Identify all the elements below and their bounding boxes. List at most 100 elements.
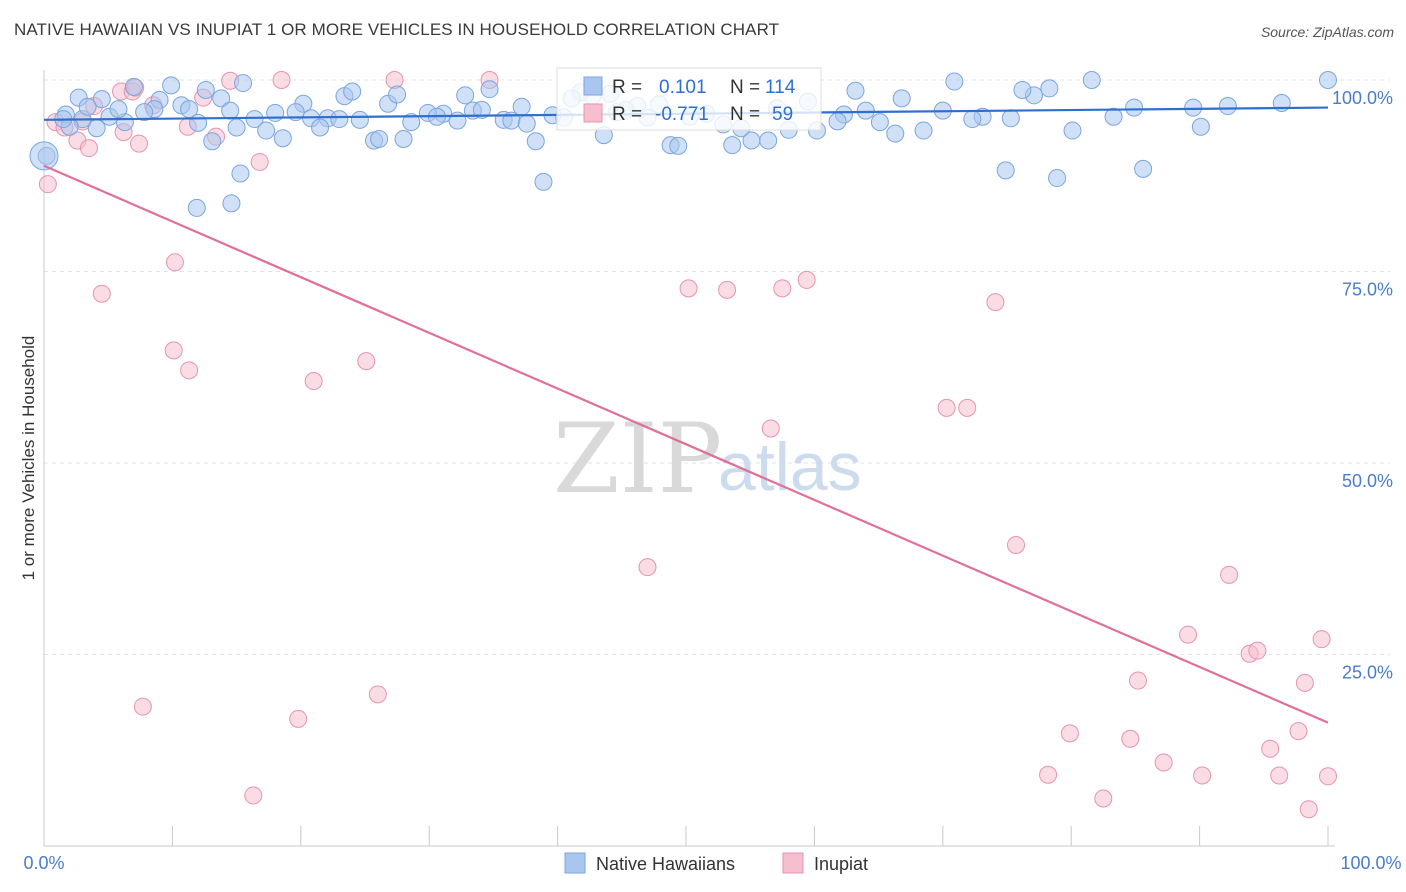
inupiat-point (180, 361, 199, 380)
inupiat-point (368, 685, 387, 704)
native-hawaiian-point (1218, 97, 1237, 116)
inupiat-point (272, 71, 291, 89)
native-hawaiian-point (189, 113, 208, 132)
stats-swatch-native-hawaiians (583, 76, 603, 96)
native-hawaiian-point (222, 194, 241, 213)
native-hawaiian-point (1319, 71, 1337, 89)
inupiat-point (250, 152, 269, 171)
inupiat-point (1121, 729, 1140, 748)
native-hawaiian-point (472, 100, 491, 119)
inupiat-point (133, 697, 152, 716)
inupiat-point (244, 786, 263, 805)
inupiat-point (1312, 630, 1331, 649)
legend-swatch-native-hawaiians (564, 852, 586, 874)
native-hawaiian-point (388, 85, 407, 104)
native-hawaiian-point (196, 80, 215, 99)
stats-r-value-hawaiian: 0.101 (659, 77, 707, 98)
x-tick-label-min: 0.0% (23, 853, 64, 873)
native-hawaiian-point (135, 103, 154, 122)
inupiat-point (638, 558, 657, 577)
native-hawaiian-point (870, 113, 889, 132)
legend-swatch-inupiat (782, 852, 804, 874)
native-hawaiian-point (234, 74, 253, 93)
y-tick-label: 100.0% (1332, 88, 1393, 108)
x-ticks (43, 826, 1329, 846)
native-hawaiian-point (221, 101, 240, 120)
inupiat-point (1319, 767, 1337, 786)
native-hawaiian-point (996, 161, 1015, 180)
inupiat-point (986, 293, 1005, 312)
inupiat-point (165, 253, 184, 272)
inupiat-point (304, 372, 323, 391)
watermark-zip: ZIP (553, 403, 722, 515)
inupiat-point (1261, 739, 1280, 758)
native-hawaiian-point (669, 136, 688, 155)
inupiat-point (679, 279, 698, 298)
y-tick-label: 50.0% (1342, 471, 1393, 491)
native-hawaiian-point (1082, 71, 1101, 89)
y-axis-label: 1 or more Vehicles in Household (19, 336, 38, 581)
native-hawaiian-point (914, 121, 933, 140)
native-hawaiian-point (109, 100, 128, 119)
y-tick-labels: 25.0% 50.0% 75.0% 100.0% (1332, 88, 1393, 683)
inupiat-point (1248, 641, 1267, 660)
inupiat-point (1006, 535, 1025, 554)
source-credit: Source: ZipAtlas.com (1260, 24, 1394, 40)
legend-label-inupiat: Inupiat (814, 854, 868, 874)
native-hawaiian-point (1048, 169, 1067, 188)
native-hawaiian-point (330, 110, 349, 129)
inupiat-point (130, 134, 149, 153)
native-hawaiian-point (162, 76, 181, 95)
native-hawaiian-point (227, 118, 246, 137)
y-tick-label: 75.0% (1342, 280, 1393, 300)
native-hawaiian-point (1191, 117, 1210, 136)
native-hawaiian-point (456, 86, 475, 105)
native-hawaiian-point (78, 97, 97, 116)
stats-n-label-inupiat: N = (730, 104, 760, 125)
native-hawaiian-point (448, 111, 467, 130)
inupiat-point (92, 284, 111, 303)
native-hawaiian-point (212, 89, 231, 108)
native-hawaiian-point (273, 129, 292, 148)
native-hawaiian-point (370, 129, 389, 148)
x-tick-label-max: 100.0% (1340, 853, 1401, 873)
inupiat-point (289, 709, 308, 728)
native-hawaiian-point (394, 129, 413, 148)
native-hawaiian-point (945, 72, 964, 91)
native-hawaiian-point (1040, 79, 1059, 98)
inupiat-point (761, 419, 780, 438)
axes (43, 70, 1335, 847)
native-hawaiian-point (1125, 98, 1144, 117)
inupiat-point (79, 139, 98, 158)
native-hawaiian-point (311, 118, 330, 137)
native-hawaiian-point (1001, 109, 1020, 128)
stats-n-value-inupiat: 59 (772, 104, 793, 125)
native-hawaiian-point (245, 110, 264, 129)
native-hawaiian-point (759, 131, 778, 150)
inupiat-point (958, 398, 977, 417)
stats-swatch-inupiat (583, 103, 603, 123)
stats-n-value-hawaiian: 114 (765, 77, 796, 98)
legend: Native Hawaiians Inupiat (564, 852, 868, 874)
stats-n-label-hawaiian: N = (730, 77, 760, 98)
watermark: ZIP atlas (553, 403, 862, 515)
inupiat-point (1289, 722, 1308, 741)
stats-box: R = 0.101 N = 114 R = -0.771 N = 59 (556, 67, 822, 131)
native-hawaiian-point (1013, 80, 1032, 99)
inupiat-point (797, 270, 816, 289)
native-hawaiian-point (1184, 98, 1203, 117)
native-hawaiian-point (257, 121, 276, 140)
native-hawaiian-point (963, 110, 982, 129)
native-hawaiian-point (124, 77, 143, 96)
native-hawaiian-point (828, 112, 847, 131)
native-hawaiian-point (402, 113, 421, 132)
native-hawaiian-point (723, 136, 742, 155)
native-hawaiian-point (29, 141, 59, 171)
native-hawaiian-point (231, 164, 250, 183)
inupiat-trend-line (43, 164, 1329, 724)
inupiat-point (937, 398, 956, 417)
chart-title: NATIVE HAWAIIAN VS INUPIAT 1 OR MORE VEH… (14, 20, 780, 39)
y-tick-label: 25.0% (1342, 663, 1393, 683)
inupiat-point (773, 279, 792, 298)
